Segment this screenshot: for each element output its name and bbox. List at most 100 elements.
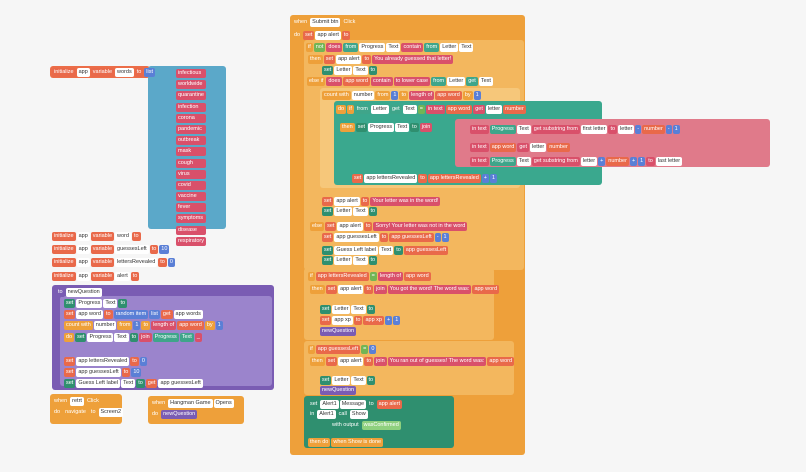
block-text: quarantine: [176, 91, 206, 101]
block-row: initialize app variable alert to: [52, 272, 140, 281]
block-text: to: [394, 246, 403, 255]
block-text: =: [361, 345, 369, 354]
block-text: app alert: [376, 400, 403, 409]
block-text: contain: [401, 43, 424, 52]
block-text: to: [360, 197, 370, 206]
block-text: else: [310, 222, 325, 231]
block-text: if: [308, 272, 315, 281]
block-text: set: [320, 305, 332, 314]
block-text: to: [129, 333, 139, 342]
block-text: app word: [487, 357, 515, 366]
block-text: app lettersRevealed: [364, 174, 418, 183]
block-row: in text Progress Text get substring from fir…: [470, 125, 680, 134]
block-text: Letter: [332, 376, 351, 385]
block-text: list: [144, 68, 156, 77]
block-text: by: [462, 91, 473, 100]
block-text: Alert1: [320, 400, 339, 409]
block-row: count with number from 1 to length of app word…: [322, 91, 481, 100]
block-text: contain: [370, 77, 393, 86]
block-text: app alert: [315, 31, 341, 40]
block-text: to: [366, 376, 376, 385]
block-text: Text: [114, 333, 129, 342]
block-text: to: [134, 68, 144, 77]
block-text: to: [341, 31, 351, 40]
block-text: to: [368, 66, 378, 75]
block-text: set: [322, 197, 334, 206]
block-row: set app xp to app xp +1: [320, 316, 401, 325]
block-text: to lower case: [393, 77, 431, 86]
block-row: set app lettersRevealed to app lettersRevea…: [352, 174, 498, 183]
block-text: app lettersRevealed: [427, 174, 481, 183]
block-text: number: [503, 105, 526, 114]
block-text: from: [117, 321, 133, 330]
block-text: Message: [339, 400, 367, 409]
block-text: to: [141, 321, 151, 330]
block-text: Text: [379, 246, 394, 255]
block-text: random item: [113, 310, 149, 319]
block-text: +: [629, 157, 638, 166]
block-text: to: [364, 357, 374, 366]
block-text: to: [103, 310, 113, 319]
block-text: 1: [391, 91, 399, 100]
block-text: app word: [177, 321, 204, 330]
block-text: 10: [159, 245, 170, 254]
block-text: set: [322, 233, 334, 242]
block-row: initialize app variable words to list: [52, 68, 156, 77]
block-text: from: [424, 43, 440, 52]
block-text: +: [384, 316, 393, 325]
block-row: set Alert1 Message to app alert: [308, 400, 403, 409]
block-row: initialize app variable word to: [52, 232, 141, 241]
block-text: does: [326, 43, 343, 52]
block-text: Text: [478, 77, 493, 86]
block-row: set Letter Text to: [322, 66, 378, 75]
block-text: initialize: [52, 68, 76, 77]
block-text: to: [149, 245, 159, 254]
block-text: app: [76, 232, 90, 241]
block-row: if not does from Progress Text contain from Lett…: [306, 43, 474, 52]
block-text: not: [313, 43, 326, 52]
block-row: then set app alert to join You got the word! …: [310, 285, 500, 294]
block-text: alert: [115, 272, 130, 281]
block-text: Progress: [489, 125, 516, 134]
block-text: set: [325, 285, 338, 294]
block-text: app lettersRevealed: [315, 272, 369, 281]
block-text: Alert1: [317, 410, 336, 419]
block-text: if: [308, 345, 315, 354]
block-text: 1: [638, 157, 646, 166]
block-text: call: [336, 410, 349, 419]
block-row: if app lettersRevealed = length of app word: [308, 272, 431, 281]
block-text: letter: [529, 143, 547, 152]
block-text: do: [150, 410, 161, 419]
block-text: in text: [470, 157, 489, 166]
block-text: app: [76, 245, 90, 254]
block-text: do: [64, 333, 75, 342]
block-row: when Submit btn Click: [292, 18, 358, 27]
block-text: 1: [441, 233, 449, 242]
block-text: app guessesLeft: [389, 233, 434, 242]
block-text: to: [130, 357, 139, 366]
block-text: Sorry! Your letter was not in the word: [373, 222, 468, 231]
block-row: with output wasConfirmed: [330, 421, 401, 430]
block-text: vaccine: [176, 192, 206, 202]
block-text: infectious: [176, 69, 206, 78]
block-text: lettersRevealed: [115, 258, 158, 267]
block-text: Letter: [332, 305, 351, 314]
block-text: Text: [351, 376, 366, 385]
block-text: to: [367, 400, 376, 409]
block-text: in: [308, 410, 317, 419]
block-text: Text: [351, 305, 366, 314]
block-text: when Show is done: [331, 438, 384, 447]
block-text: join: [374, 285, 387, 294]
block-row: set Progress Text to: [64, 299, 128, 308]
block-text: else if: [307, 77, 326, 86]
block-text: infection: [176, 102, 206, 112]
block-text: set: [322, 207, 334, 216]
block-text: get: [473, 105, 485, 114]
block-text: set: [64, 299, 76, 308]
block-text: Text: [516, 157, 531, 166]
block-text: get: [466, 77, 478, 86]
block-text: Progress: [489, 157, 516, 166]
block-text: do: [52, 408, 63, 417]
block-row: to newQuestion: [56, 288, 102, 297]
block-text: number: [606, 157, 629, 166]
